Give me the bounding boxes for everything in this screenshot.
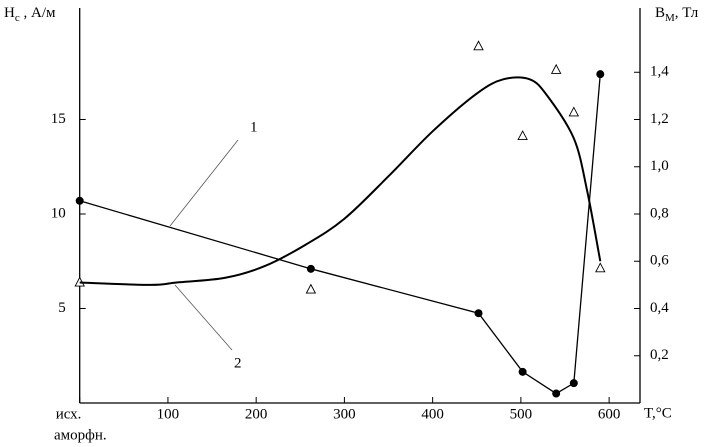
point: [595, 262, 606, 273]
point: [568, 106, 580, 117]
x-tick-label: исх.: [56, 406, 82, 422]
x-tick-label: 500: [510, 406, 533, 422]
label-part: , Тл: [675, 5, 699, 21]
y2-axis-label: BМ, Тл: [655, 5, 699, 23]
label-part: , А/м: [20, 5, 56, 21]
y-tick-label: 10: [51, 205, 66, 221]
point: [550, 63, 562, 74]
x-tick-label: 400: [421, 406, 444, 422]
point: [518, 367, 527, 376]
y2-tick-label: 0,6: [650, 253, 669, 269]
y2-tick-label: 0,4: [650, 300, 669, 316]
label-part: H: [4, 5, 15, 21]
y2-tick-label: 0,8: [650, 205, 669, 221]
point: [552, 389, 561, 398]
y2-tick-label: 1,2: [650, 111, 669, 127]
y2-tick-label: 1,0: [650, 158, 669, 174]
point: [596, 70, 605, 79]
y2-tick-label: 0,2: [650, 347, 669, 363]
leader-line: [169, 139, 239, 227]
point: [474, 309, 483, 318]
x-tick-label: 100: [157, 406, 180, 422]
curve-label: 2: [234, 355, 242, 371]
y-axis-label: Hc , А/м: [4, 5, 56, 23]
label-part: c: [15, 12, 20, 24]
leader-line: [174, 284, 233, 351]
point: [473, 40, 484, 51]
fit-curve: [79, 76, 602, 286]
point: [305, 283, 317, 294]
x-tick-note: аморфн.: [54, 427, 107, 443]
point: [517, 130, 528, 140]
label-part: B: [655, 5, 665, 21]
x-tick-label: 200: [245, 406, 268, 422]
label-part: М: [665, 12, 675, 24]
x-tick-label: 300: [333, 406, 356, 422]
point: [306, 264, 315, 273]
point: [75, 196, 84, 205]
x-axis-label: T,°C: [644, 405, 672, 421]
x-tick-label: 600: [598, 406, 621, 422]
y-tick-label: 15: [51, 111, 66, 127]
point: [569, 379, 578, 388]
curve-label: 1: [250, 119, 258, 135]
y-tick-label: 5: [58, 300, 66, 316]
y2-tick-label: 1,4: [650, 64, 669, 80]
series-line: [79, 74, 601, 395]
